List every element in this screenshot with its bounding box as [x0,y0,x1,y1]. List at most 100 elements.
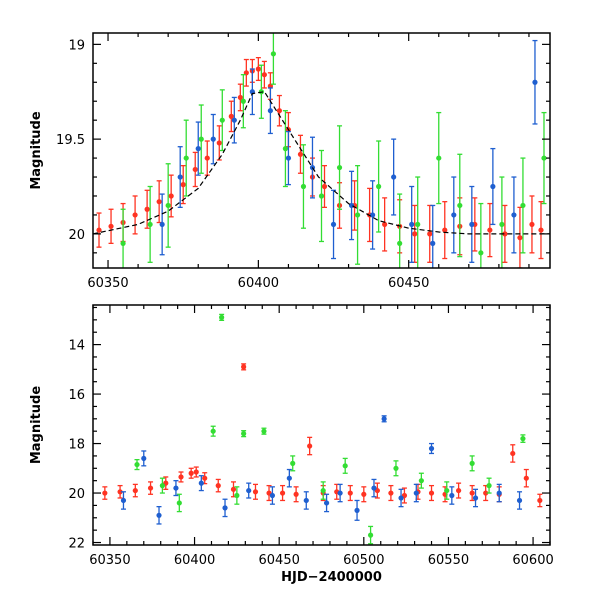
marker [108,223,114,229]
marker [487,227,493,233]
data-point-green [198,104,204,174]
marker [486,483,492,489]
marker [219,117,225,123]
marker [270,51,276,57]
marker [120,240,126,246]
marker [134,461,140,468]
data-point-green [336,125,343,210]
marker [141,455,147,462]
marker [188,470,194,476]
data-point-blue [490,147,496,226]
data-point-blue [303,491,309,510]
data-point-green [520,434,526,443]
marker [427,231,433,237]
marker [117,489,123,495]
x-tick-label: 60550 [428,553,469,568]
marker [330,221,337,228]
data-point-blue [469,185,475,263]
data-point-blue [430,204,436,268]
data-point-red [188,467,194,479]
data-point-green [436,111,442,205]
series-red-top [96,56,544,268]
marker [222,505,228,511]
data-point-green [318,149,325,243]
marker [442,227,448,233]
y-tick-label: 20 [68,228,85,243]
plot-area-top [93,33,550,268]
marker [183,155,189,161]
marker [177,174,183,180]
data-point-red [255,56,261,82]
data-point-red [266,484,272,502]
data-point-red [102,486,108,500]
data-point-red [382,197,388,252]
data-point-blue [516,491,523,510]
data-point-red [276,94,283,127]
marker [409,221,415,228]
marker [178,474,184,480]
data-point-red [347,484,353,502]
x-axis-title: HJD−2400000 [281,570,382,585]
data-point-green [290,455,296,472]
marker [428,445,435,452]
data-point-green [469,455,475,472]
marker [216,140,222,146]
data-point-green [520,157,526,254]
marker [237,94,243,101]
marker [241,431,247,437]
marker [240,98,246,104]
data-point-red [147,481,154,495]
data-point-red [469,484,475,502]
y-tick-label: 19 [68,38,85,53]
marker [451,212,457,218]
series-blue-bottom [120,415,523,525]
marker [147,221,153,228]
data-point-green [478,202,484,268]
data-point-red [307,436,313,456]
marker [198,136,204,142]
marker [370,212,376,218]
marker [132,212,138,218]
y-tick-label: 16 [68,388,85,403]
data-point-green [165,163,171,248]
data-point-green [376,140,382,233]
data-point-red [243,58,249,87]
data-point-blue [323,493,330,513]
marker [532,79,538,85]
marker [159,483,165,489]
marker [523,475,529,481]
data-point-red [293,486,299,503]
data-point-green [183,119,189,197]
x-tick-label: 60350 [89,553,130,568]
axes-frame-top [92,32,551,269]
marker [252,489,259,495]
data-point-green [457,153,463,258]
marker [336,164,343,171]
data-point-red [230,481,237,498]
data-point-green [240,74,246,129]
marker [290,460,296,466]
data-point-green [300,144,307,229]
data-point-green [415,176,421,268]
marker [541,155,547,161]
marker [198,480,204,486]
marker [323,500,330,506]
data-point-red [204,140,210,176]
marker [159,221,165,228]
data-point-red [279,484,286,502]
marker [267,108,273,114]
marker [538,227,544,233]
data-point-green [499,176,505,268]
series-green-top [120,33,547,268]
marker [472,495,479,501]
marker [297,151,304,157]
data-point-blue [249,68,255,116]
marker [469,490,475,496]
marker [511,212,517,218]
marker [348,202,355,209]
marker [318,193,325,199]
data-point-green [486,477,492,494]
marker [478,250,484,256]
marker [202,475,208,481]
marker [430,240,436,246]
